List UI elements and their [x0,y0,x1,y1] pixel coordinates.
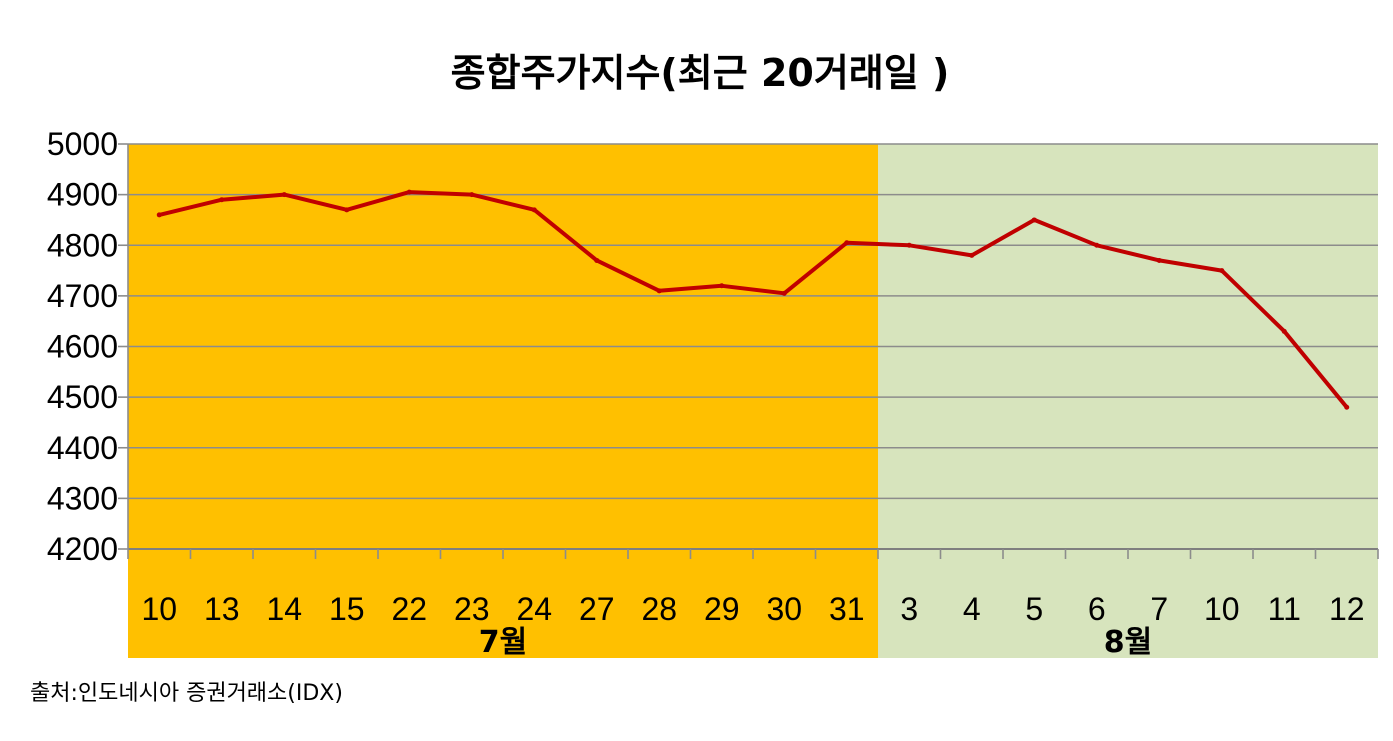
x-tick-label: 10 [141,591,177,627]
x-tick-label: 12 [1329,591,1365,627]
x-tick-label: 28 [641,591,677,627]
y-tick-label: 4500 [47,379,118,415]
y-tick-label: 5000 [47,126,118,162]
y-axis: 5000 4900 4800 4700 4600 4500 4400 4300 4200 [47,126,129,567]
data-point [656,288,662,294]
data-point [719,283,725,289]
data-point [344,207,350,213]
x-tick-label: 31 [829,591,865,627]
data-point [156,212,162,218]
x-tick-label: 6 [1088,591,1106,627]
x-tick-label: 15 [329,591,365,627]
y-tick-label: 4600 [47,329,118,365]
x-tick-label: 14 [266,591,302,627]
data-point [1031,217,1037,223]
y-tick-label: 4900 [47,177,118,213]
series-line-group [156,189,1350,410]
data-point [1094,242,1100,248]
y-tick-label: 4300 [47,480,118,516]
month-label: 7월 [479,625,527,660]
data-point [1219,268,1225,274]
data-point [531,207,537,213]
x-tick-label: 4 [963,591,981,627]
data-point [969,252,975,258]
x-tick-label: 23 [454,591,490,627]
x-tick-label: 7 [1150,591,1168,627]
data-point [281,192,287,198]
x-tick-label: 27 [579,591,615,627]
data-point [906,242,912,248]
x-tick-label: 30 [766,591,802,627]
data-point [219,197,225,203]
data-point [1281,328,1287,334]
data-point [781,290,787,296]
x-tick-label: 13 [204,591,240,627]
month-bands: 7월 8월 [128,144,1378,660]
data-point [844,240,850,246]
x-tick-label: 22 [391,591,427,627]
data-point [469,192,475,198]
x-tick-label: 3 [900,591,918,627]
month-band-2 [878,144,1378,658]
data-point [406,189,412,195]
series-line [157,190,1349,410]
x-tick-label: 24 [516,591,552,627]
source-note: 출처:인도네시아 증권거래소(IDX) [30,681,343,706]
x-tick-label: 5 [1025,591,1043,627]
x-tick-label: 29 [704,591,740,627]
data-point [594,257,600,263]
x-tick-label: 11 [1268,591,1301,627]
x-axis: 10 13 14 15 22 23 24 27 28 29 30 31 3 4 5 6 7 10 11 12 [127,549,1379,627]
data-point [1156,257,1162,263]
month-band-1 [128,144,878,658]
x-tick-label: 10 [1204,591,1240,627]
y-tick-label: 4800 [47,227,118,263]
y-tick-label: 4400 [47,430,118,466]
y-tick-label: 4200 [47,531,118,567]
month-label: 8월 [1104,625,1152,660]
chart-title: 종합주가지수(최근 20거래일 ) [451,51,950,95]
y-tick-label: 4700 [47,278,118,314]
data-point [1344,404,1350,410]
